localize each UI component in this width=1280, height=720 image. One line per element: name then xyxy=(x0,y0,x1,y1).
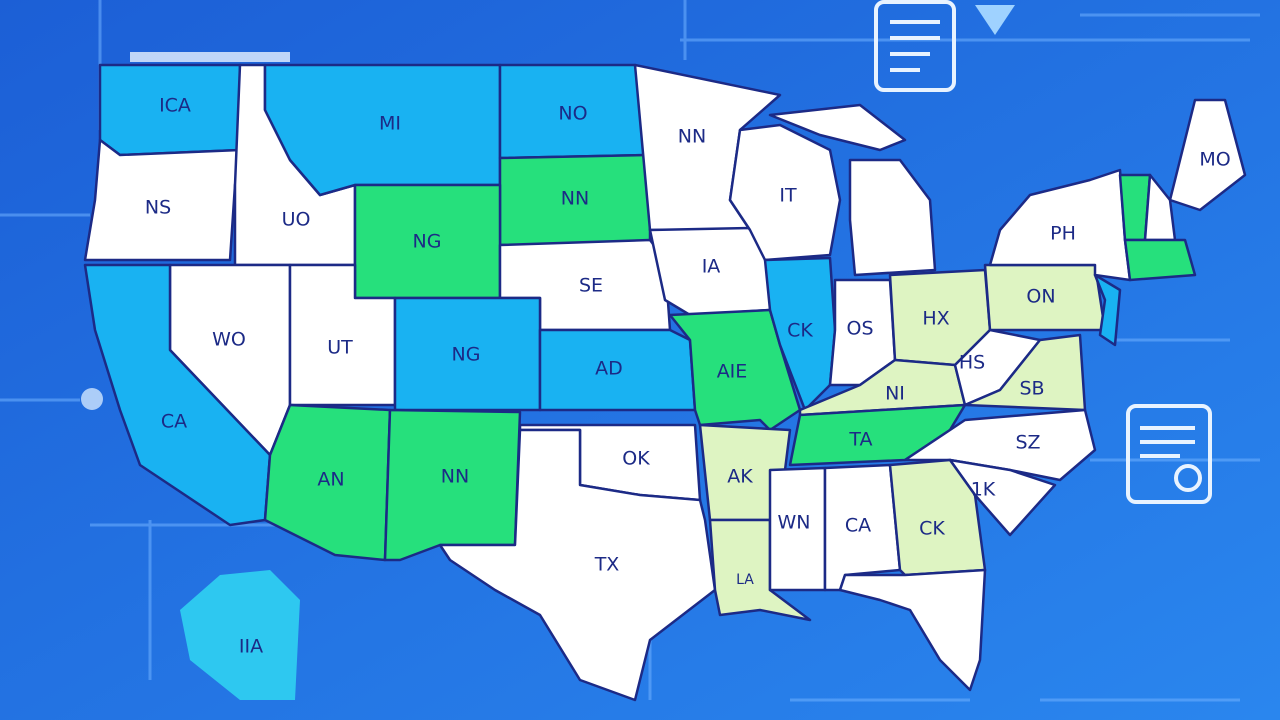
state-label: CA xyxy=(845,515,871,537)
state xyxy=(963,333,1087,412)
state xyxy=(180,570,300,700)
state-label: SB xyxy=(1019,378,1044,400)
state-labels: ICA MI NO NN NS UO NG NN IT WO UT NG SE … xyxy=(145,95,1231,658)
state-label: CK xyxy=(919,518,945,540)
state-label: NG xyxy=(413,231,442,253)
state-label: HS xyxy=(959,352,985,374)
state xyxy=(438,428,717,702)
state xyxy=(83,138,242,262)
state-label: OS xyxy=(846,318,873,340)
state-label: IA xyxy=(702,256,721,278)
state xyxy=(763,256,837,412)
state-label: IT xyxy=(779,185,797,207)
state xyxy=(1168,98,1247,212)
state-label: TX xyxy=(594,554,620,576)
state-label: MI xyxy=(379,113,401,135)
us-map xyxy=(83,63,1247,702)
state-label: NI xyxy=(885,383,905,405)
state xyxy=(838,568,987,692)
state-label: LA xyxy=(736,572,754,588)
state-label: HX xyxy=(922,308,949,330)
state-label: CA xyxy=(161,411,187,433)
state-label: WO xyxy=(212,329,246,351)
state-label: SZ xyxy=(1015,432,1040,454)
state xyxy=(728,123,842,262)
state-label: CK xyxy=(787,320,813,342)
state-label: AIE xyxy=(717,361,748,383)
state-label: NN xyxy=(678,126,706,148)
state-label: UO xyxy=(282,209,311,231)
state-label: NN xyxy=(561,188,589,210)
state-label: TA xyxy=(848,429,872,451)
state xyxy=(848,158,937,277)
state-label: NN xyxy=(441,466,469,488)
state-label: AD xyxy=(595,358,623,380)
state-label: SE xyxy=(579,275,603,297)
state-label: AK xyxy=(727,466,753,488)
state xyxy=(83,263,272,527)
state xyxy=(1093,273,1122,347)
state-label: IIA xyxy=(239,636,263,658)
state-label: MO xyxy=(1199,149,1230,171)
state-label: NS xyxy=(145,197,171,219)
state-label: NO xyxy=(558,103,587,125)
state-label: OK xyxy=(622,448,650,470)
state xyxy=(1123,238,1197,282)
state xyxy=(768,103,907,152)
state-label: AN xyxy=(317,469,344,491)
state-label: 1K xyxy=(971,479,996,501)
state-label: UT xyxy=(327,337,353,359)
state-label: NG xyxy=(452,344,481,366)
state-label: WN xyxy=(778,512,811,534)
state-label: ICA xyxy=(159,95,191,117)
state-label: PH xyxy=(1050,223,1076,245)
state-label: ON xyxy=(1026,286,1055,308)
